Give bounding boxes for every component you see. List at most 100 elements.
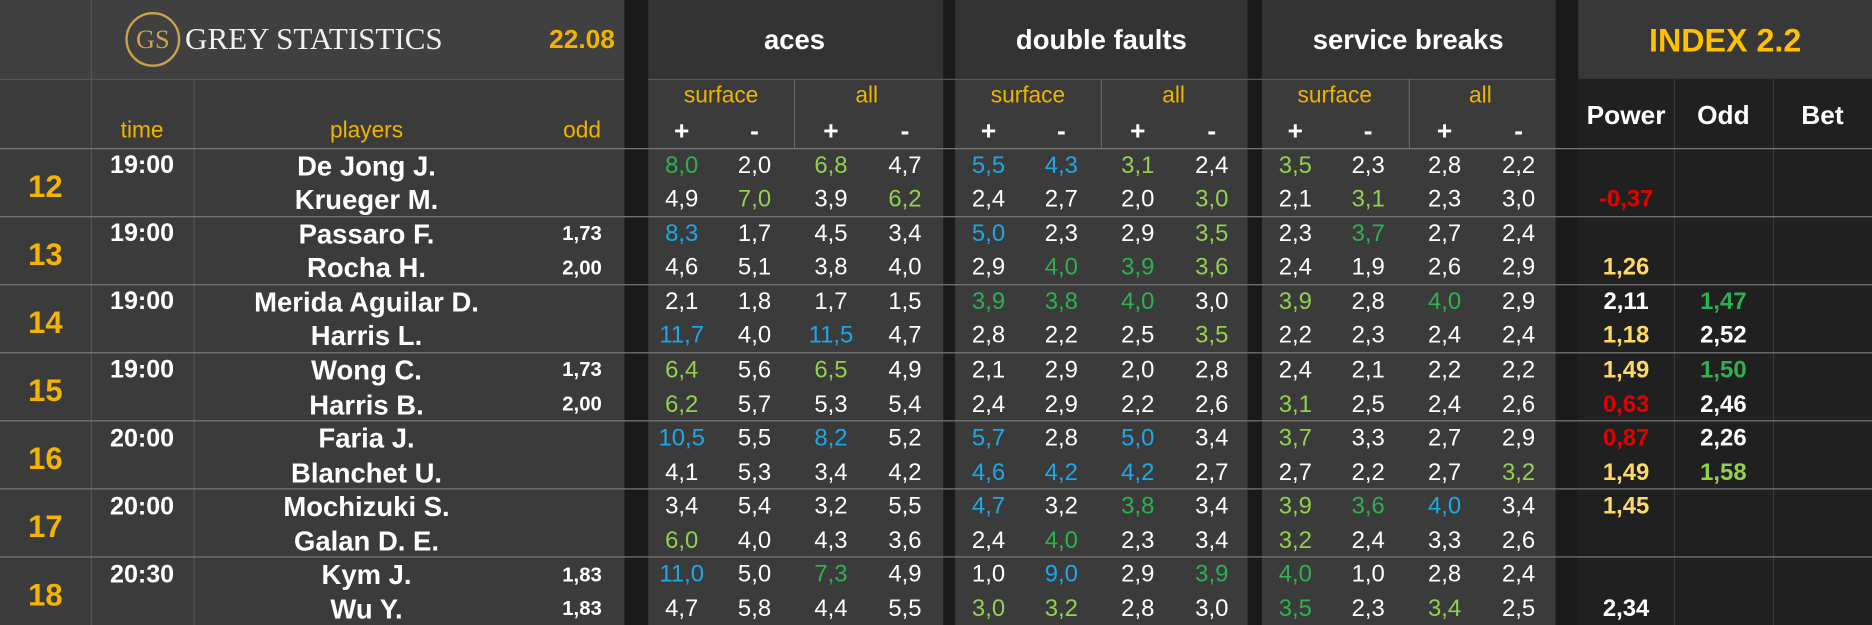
column-gap [943,0,956,625]
sign-label: + [980,115,997,146]
index-odd-value: 1,58 [1700,459,1747,486]
stat-value: 2,2 [1427,356,1462,384]
row-number: 16 [28,440,63,477]
match-time: 19:00 [110,151,175,180]
stat-value: 3,0 [1195,186,1229,213]
player-name: Harris B. [309,388,424,420]
subgroup-label: all [1162,83,1185,109]
stat-value: 3,9 [1278,288,1312,316]
stat-value: 1,7 [737,220,772,247]
stat-value: 3,3 [1427,527,1462,554]
group-title: service breaks [1312,23,1504,55]
stat-value: 1,9 [1351,254,1385,281]
power-value: 2,34 [1602,595,1650,622]
stat-value: 6,0 [665,527,699,554]
player-name: De Jong J. [297,150,436,182]
stat-value: 2,4 [1278,254,1312,281]
stat-value: 2,4 [1195,152,1229,179]
power-value: 2,11 [1603,288,1649,316]
stat-value: 5,8 [737,595,772,622]
group-title: aces [763,23,826,55]
stat-value: 9,0 [1044,561,1078,588]
stat-value: 5,7 [737,391,772,418]
stat-value: 5,2 [888,425,922,452]
power-value: 0,63 [1602,391,1650,418]
stat-value: 2,5 [1351,391,1385,418]
stat-value: 2,5 [1121,322,1155,350]
sign-label: - [1514,115,1523,146]
column-line [1772,78,1775,625]
row-line [0,216,1872,218]
stat-value: 4,1 [665,459,699,486]
match-time: 20:00 [110,424,175,452]
stat-value: 8,3 [665,220,699,247]
column-line [90,0,92,625]
stat-value: 5,7 [971,425,1006,452]
power-value: 1,45 [1602,493,1650,520]
stat-value: 3,4 [1427,595,1462,622]
stat-value: 2,2 [1502,356,1536,384]
index-odd-value: 1,50 [1700,356,1747,384]
power-value: 0,87 [1602,425,1650,452]
stat-value: 2,8 [1427,152,1462,179]
column-line [1100,78,1102,149]
stat-value: 3,6 [888,527,922,554]
stat-value: 5,5 [971,152,1006,179]
sign-label: + [674,115,690,146]
stat-value: 3,6 [1195,254,1229,281]
stat-value: 2,9 [1044,356,1078,384]
stat-value: 2,4 [971,186,1006,213]
player-name: Galan D. E. [294,524,440,556]
stat-value: 4,4 [814,595,848,622]
stat-value: 3,6 [1351,493,1385,520]
stat-value: 4,2 [1044,459,1078,486]
stat-value: 3,0 [1195,595,1229,622]
stat-value: 2,3 [1351,152,1385,179]
stat-value: 3,9 [1121,254,1155,281]
column-gap [624,0,649,625]
player-name: Krueger M. [294,184,439,216]
match-time: 19:00 [110,288,175,316]
stat-value: 6,2 [888,186,922,213]
stat-value: 4,0 [737,322,772,350]
player-name: Wong C. [311,354,422,386]
match-time: 19:00 [110,356,175,384]
row-line [0,284,1872,286]
stat-value: 2,3 [1044,220,1078,247]
stat-value: 3,3 [1351,425,1385,452]
stat-value: 4,9 [888,356,922,384]
stat-value: 2,4 [971,527,1006,554]
power-value: 1,49 [1602,459,1650,486]
row-line [0,420,1872,422]
player-name: Rocha H. [307,252,427,284]
stat-value: 3,9 [1195,561,1229,588]
stat-value: 7,3 [814,561,848,588]
row-number: 13 [28,236,63,273]
stat-value: 2,0 [737,152,772,179]
header-line [648,78,1556,80]
stat-value: 4,2 [888,459,922,486]
player-name: Mochizuki S. [283,490,450,522]
column-label: players [329,118,404,144]
stat-value: 2,8 [1195,356,1229,384]
stat-value: 1,0 [971,561,1006,588]
stat-value: 3,1 [1121,152,1155,179]
stat-value: 2,2 [1351,459,1385,486]
stat-value: 5,5 [888,493,922,520]
column-label: odd [563,118,601,144]
stat-value: 11,5 [808,322,854,350]
stat-value: 4,0 [888,254,922,281]
match-time: 20:30 [110,560,175,589]
stat-value: 3,7 [1351,220,1385,247]
sign-label: - [1056,115,1066,146]
row-line [0,352,1872,354]
stat-value: 2,9 [971,254,1006,281]
player-odd: 1,83 [562,563,602,586]
stat-value: 4,3 [814,527,848,554]
stat-value: 2,2 [1121,391,1155,418]
stat-value: 2,3 [1351,322,1385,350]
stat-value: 4,0 [1121,288,1155,316]
stat-value: 2,4 [971,391,1006,418]
stat-value: 8,0 [665,152,699,179]
stat-value: 5,5 [888,595,922,622]
